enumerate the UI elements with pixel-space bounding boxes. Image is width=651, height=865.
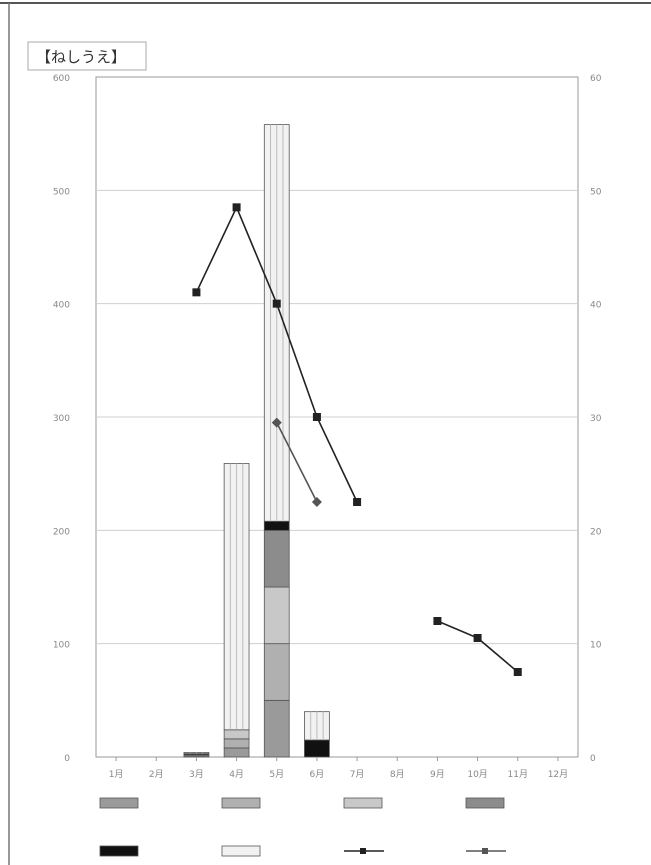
bar-segment (304, 739, 330, 758)
line-series-path (276, 422, 318, 503)
line-marker (311, 497, 322, 507)
x-tick-label: 2月 (149, 769, 164, 780)
plot-area: 0 100 200 300 400 500 600 0 10 20 30 40 50 60 1月 2月 3月 4月… (53, 74, 602, 780)
bar-segment (263, 586, 290, 645)
x-tick-label: 4月 (229, 769, 244, 780)
legend-swatch (221, 797, 261, 809)
legend-swatch (465, 797, 505, 809)
y2-tick-label: 40 (590, 301, 602, 311)
y-tick-label: 300 (53, 414, 70, 424)
y2-tick-label: 0 (590, 754, 596, 764)
line-marker (192, 288, 201, 297)
legend (99, 797, 506, 857)
line-marker (433, 617, 442, 625)
title-box (27, 41, 147, 71)
legend-swatch (343, 797, 383, 809)
legend-marker (482, 848, 488, 854)
y2-tick-label: 50 (590, 187, 602, 197)
bar-segment (223, 747, 250, 758)
legend-swatch (221, 845, 261, 857)
y2-tick-label: 30 (590, 414, 602, 424)
y-tick-label: 200 (53, 527, 70, 537)
x-tick-label: 3月 (189, 769, 204, 780)
y-tick-label: 0 (64, 754, 70, 764)
line-marker (232, 203, 241, 212)
y2-tick-label: 20 (590, 527, 602, 537)
line-marker (473, 634, 482, 642)
legend-marker (360, 848, 366, 854)
line-marker (272, 299, 281, 308)
legend-swatch (99, 797, 139, 809)
y-tick-label: 400 (53, 301, 70, 311)
bar-segment (263, 699, 290, 758)
bar-segment (223, 738, 250, 749)
x-tick-label: 11月 (508, 769, 528, 780)
legend-swatch (99, 845, 139, 857)
y2-tick-label: 10 (590, 641, 602, 651)
y-tick-label: 500 (53, 187, 70, 197)
line-marker (271, 417, 282, 428)
bar-segment (263, 520, 290, 531)
line-marker (513, 668, 522, 676)
bar-segment (263, 529, 290, 588)
x-tick-label: 10月 (467, 769, 487, 780)
x-tick-label: 7月 (350, 769, 365, 780)
chart-title: 【ねしうえ】 (36, 48, 126, 66)
x-tick-label: 12月 (548, 769, 568, 780)
x-tick-label: 5月 (269, 769, 284, 780)
y2-tick-label: 60 (590, 74, 602, 84)
bar-segment (223, 729, 250, 740)
line-marker (353, 498, 362, 506)
x-tick-label: 8月 (390, 769, 405, 780)
bar-segment (263, 643, 290, 701)
y-tick-label: 600 (53, 74, 70, 84)
x-tick-label: 1月 (109, 769, 124, 780)
line-marker (312, 413, 321, 421)
x-tick-label: 6月 (310, 769, 325, 780)
x-tick-label: 9月 (430, 769, 445, 780)
y-tick-label: 100 (53, 641, 70, 651)
